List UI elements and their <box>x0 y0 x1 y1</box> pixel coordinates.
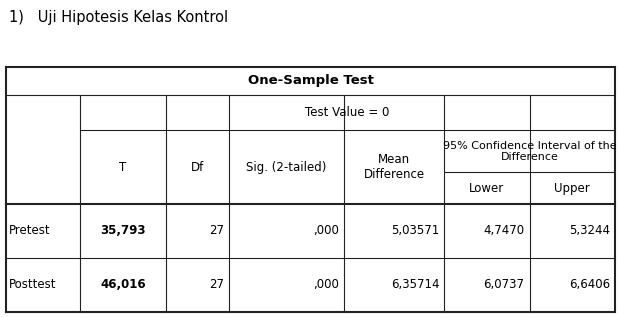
Text: 35,793: 35,793 <box>100 224 146 237</box>
Text: 27: 27 <box>209 224 224 237</box>
Text: Pretest: Pretest <box>9 224 51 237</box>
Text: Upper: Upper <box>554 182 590 195</box>
Text: Lower: Lower <box>469 182 504 195</box>
Text: 1)   Uji Hipotesis Kelas Kontrol: 1) Uji Hipotesis Kelas Kontrol <box>9 10 229 24</box>
Text: 6,35714: 6,35714 <box>391 278 439 291</box>
Text: One-Sample Test: One-Sample Test <box>248 74 373 87</box>
Text: 95% Confidence Interval of the
Difference: 95% Confidence Interval of the Differenc… <box>442 141 616 162</box>
Text: ,000: ,000 <box>313 224 339 237</box>
Text: 6,0737: 6,0737 <box>484 278 525 291</box>
Text: Test Value = 0: Test Value = 0 <box>305 106 390 119</box>
Text: Mean
Difference: Mean Difference <box>363 153 425 181</box>
Text: ,000: ,000 <box>313 278 339 291</box>
Text: 6,6406: 6,6406 <box>569 278 610 291</box>
Text: 5,03571: 5,03571 <box>391 224 439 237</box>
Text: 27: 27 <box>209 278 224 291</box>
Text: 46,016: 46,016 <box>100 278 146 291</box>
Text: 5,3244: 5,3244 <box>569 224 610 237</box>
Text: Posttest: Posttest <box>9 278 57 291</box>
Text: Df: Df <box>191 161 204 174</box>
Text: T: T <box>119 161 127 174</box>
Text: 4,7470: 4,7470 <box>483 224 525 237</box>
Text: Sig. (2-tailed): Sig. (2-tailed) <box>246 161 326 174</box>
